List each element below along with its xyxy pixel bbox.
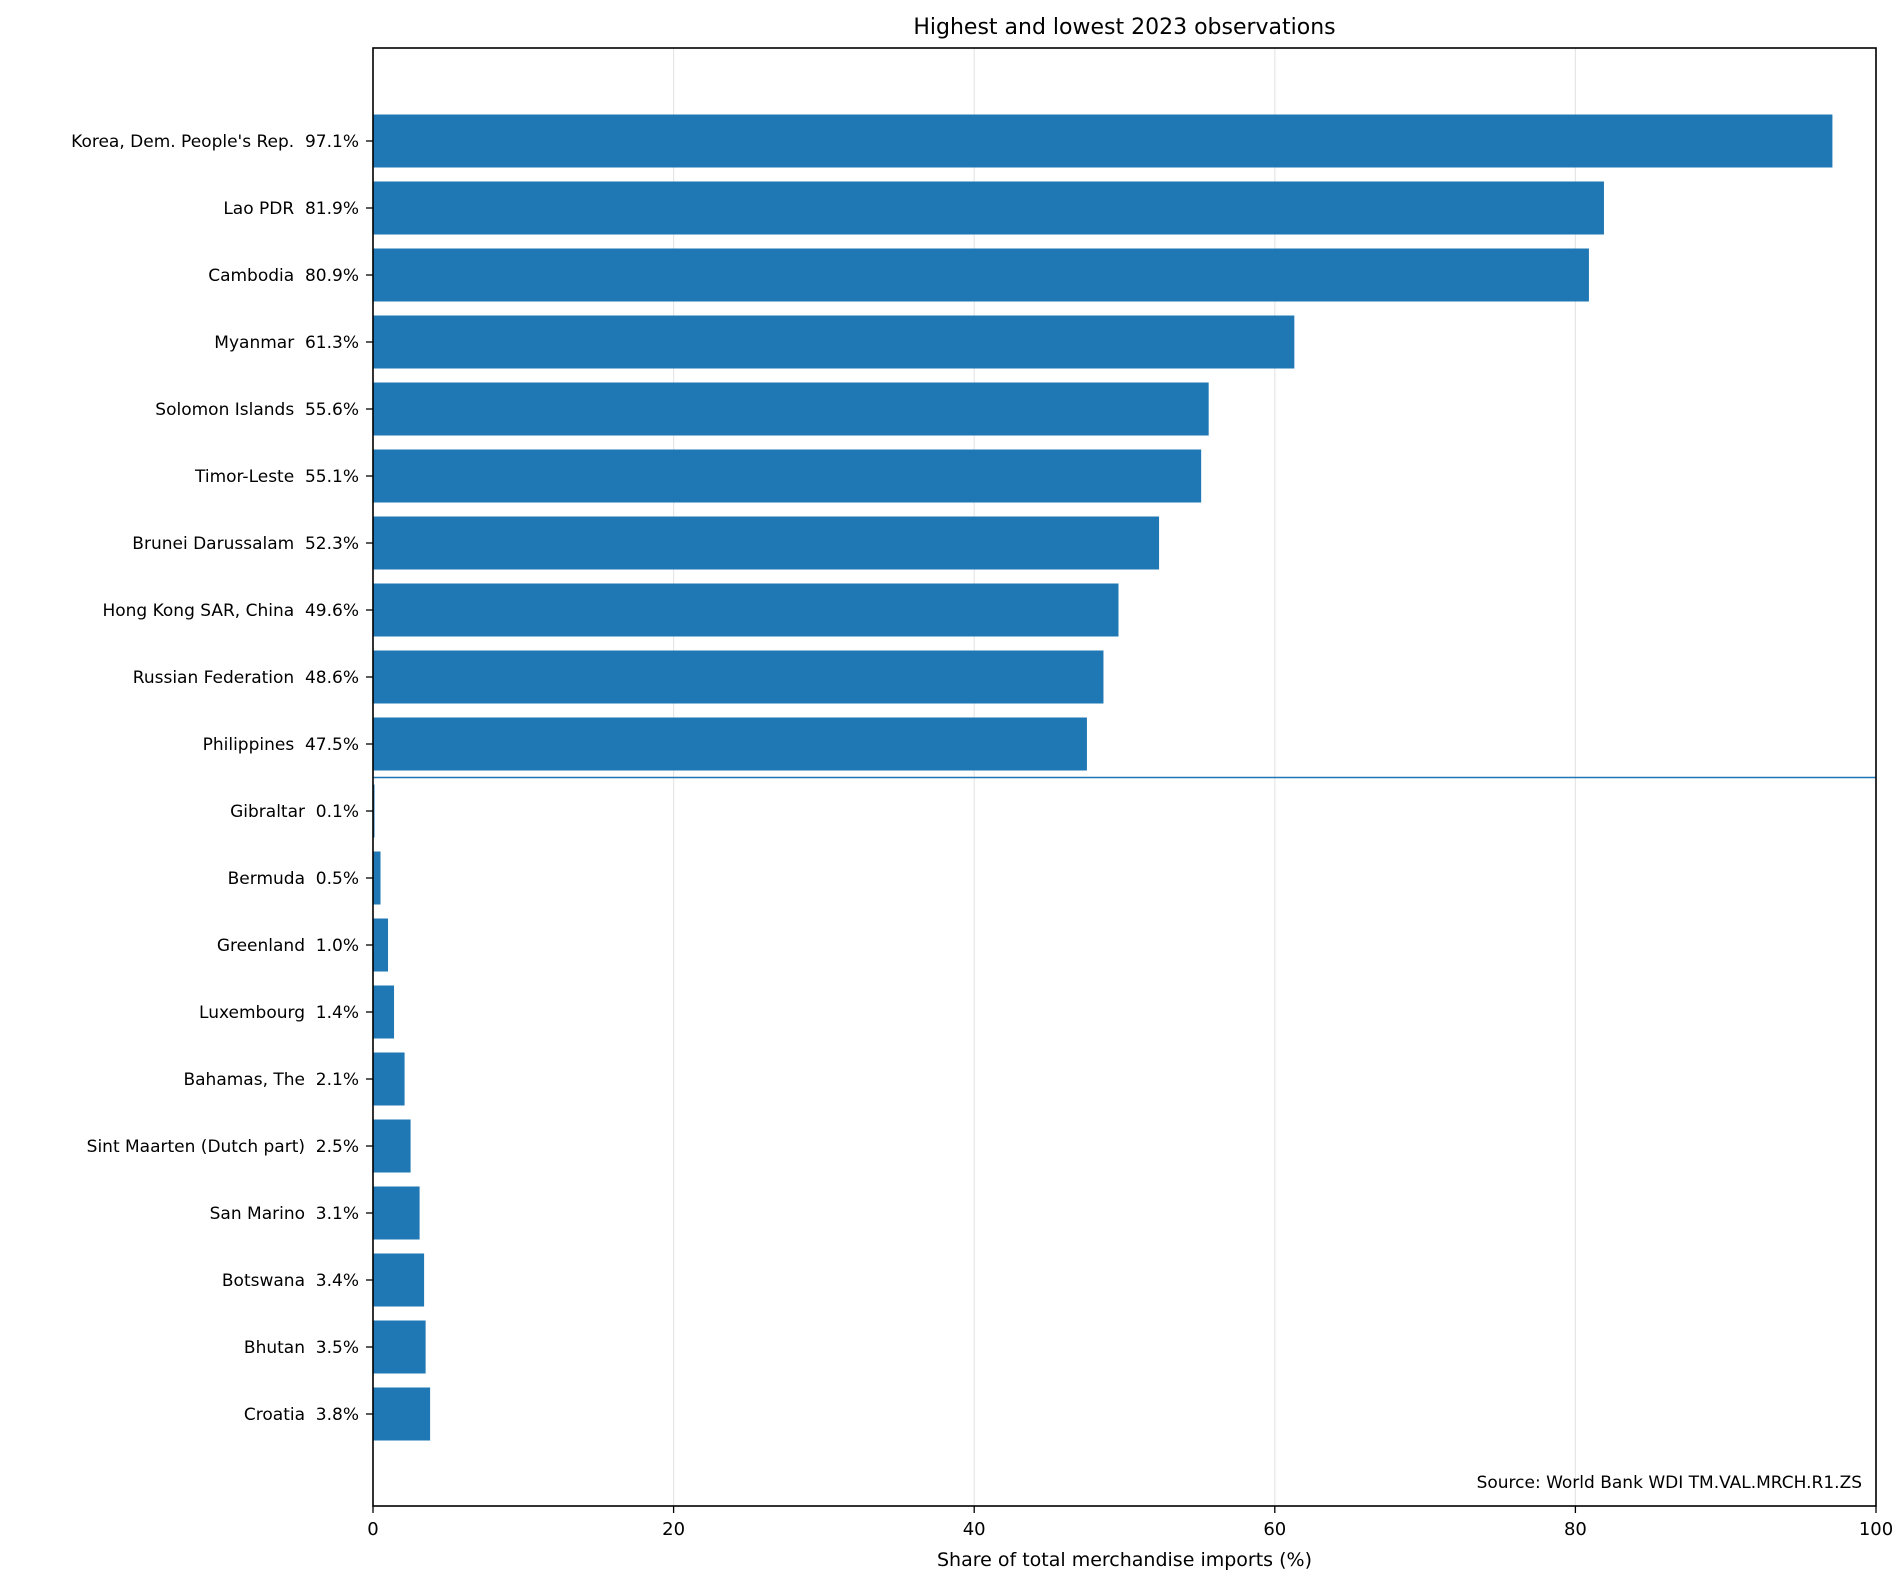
category-label: Cambodia 80.9% — [208, 266, 359, 286]
category-label: Botswana 3.4% — [222, 1271, 359, 1291]
category-label: Bahamas, The 2.1% — [183, 1070, 359, 1090]
bar — [373, 918, 389, 972]
plot-frame — [372, 47, 1877, 1507]
category-label: Russian Federation 48.6% — [133, 668, 359, 688]
bar — [373, 1387, 431, 1441]
category-label: Brunei Darussalam 52.3% — [132, 534, 359, 554]
x-axis-label: Share of total merchandise imports (%) — [937, 1549, 1312, 1571]
x-tick-label: 40 — [963, 1519, 986, 1540]
chart-title: Highest and lowest 2023 observations — [913, 15, 1335, 40]
category-label: Korea, Dem. People's Rep. 97.1% — [71, 132, 359, 152]
bar — [373, 583, 1119, 637]
bar — [373, 1253, 425, 1307]
bar — [373, 1052, 405, 1106]
bars-layer — [373, 114, 1833, 1441]
category-label: Sint Maarten (Dutch part) 2.5% — [87, 1137, 359, 1157]
bar — [373, 1119, 411, 1173]
x-tick-label: 100 — [1859, 1519, 1893, 1540]
category-labels: Korea, Dem. People's Rep. 97.1% Lao PDR 8… — [71, 132, 359, 1425]
bar — [373, 516, 1160, 570]
category-label: Hong Kong SAR, China 49.6% — [102, 601, 359, 621]
bar — [373, 248, 1589, 302]
x-tick-label: 60 — [1263, 1519, 1286, 1540]
category-label: Croatia 3.8% — [244, 1405, 359, 1425]
bar — [373, 650, 1104, 704]
bar — [373, 114, 1833, 168]
category-label: Lao PDR 81.9% — [223, 199, 359, 219]
bar — [373, 717, 1087, 771]
category-label: Gibraltar 0.1% — [230, 802, 359, 822]
category-label: Luxembourg 1.4% — [199, 1003, 359, 1023]
bar — [373, 181, 1604, 235]
x-tick-label: 20 — [662, 1519, 685, 1540]
category-label: Solomon Islands 55.6% — [155, 400, 359, 420]
category-label: Myanmar 61.3% — [214, 333, 359, 353]
bar — [373, 985, 395, 1039]
bar — [373, 1320, 426, 1374]
bar — [373, 1186, 420, 1240]
bar — [373, 315, 1295, 369]
bar — [373, 382, 1209, 436]
category-label: San Marino 3.1% — [210, 1204, 359, 1224]
category-label: Bhutan 3.5% — [244, 1338, 359, 1358]
category-label: Greenland 1.0% — [217, 936, 359, 956]
bar — [373, 449, 1202, 503]
x-tick-label: 80 — [1564, 1519, 1587, 1540]
x-tick-label: 0 — [367, 1519, 378, 1540]
category-label: Bermuda 0.5% — [228, 869, 359, 889]
category-label: Philippines 47.5% — [203, 735, 359, 755]
ticks-layer: 0 20 40 60 80 100 — [366, 140, 1893, 1540]
category-label: Timor-Leste 55.1% — [194, 467, 359, 487]
source-note: Source: World Bank WDI TM.VAL.MRCH.R1.ZS — [1477, 1473, 1862, 1493]
bar — [373, 851, 381, 905]
